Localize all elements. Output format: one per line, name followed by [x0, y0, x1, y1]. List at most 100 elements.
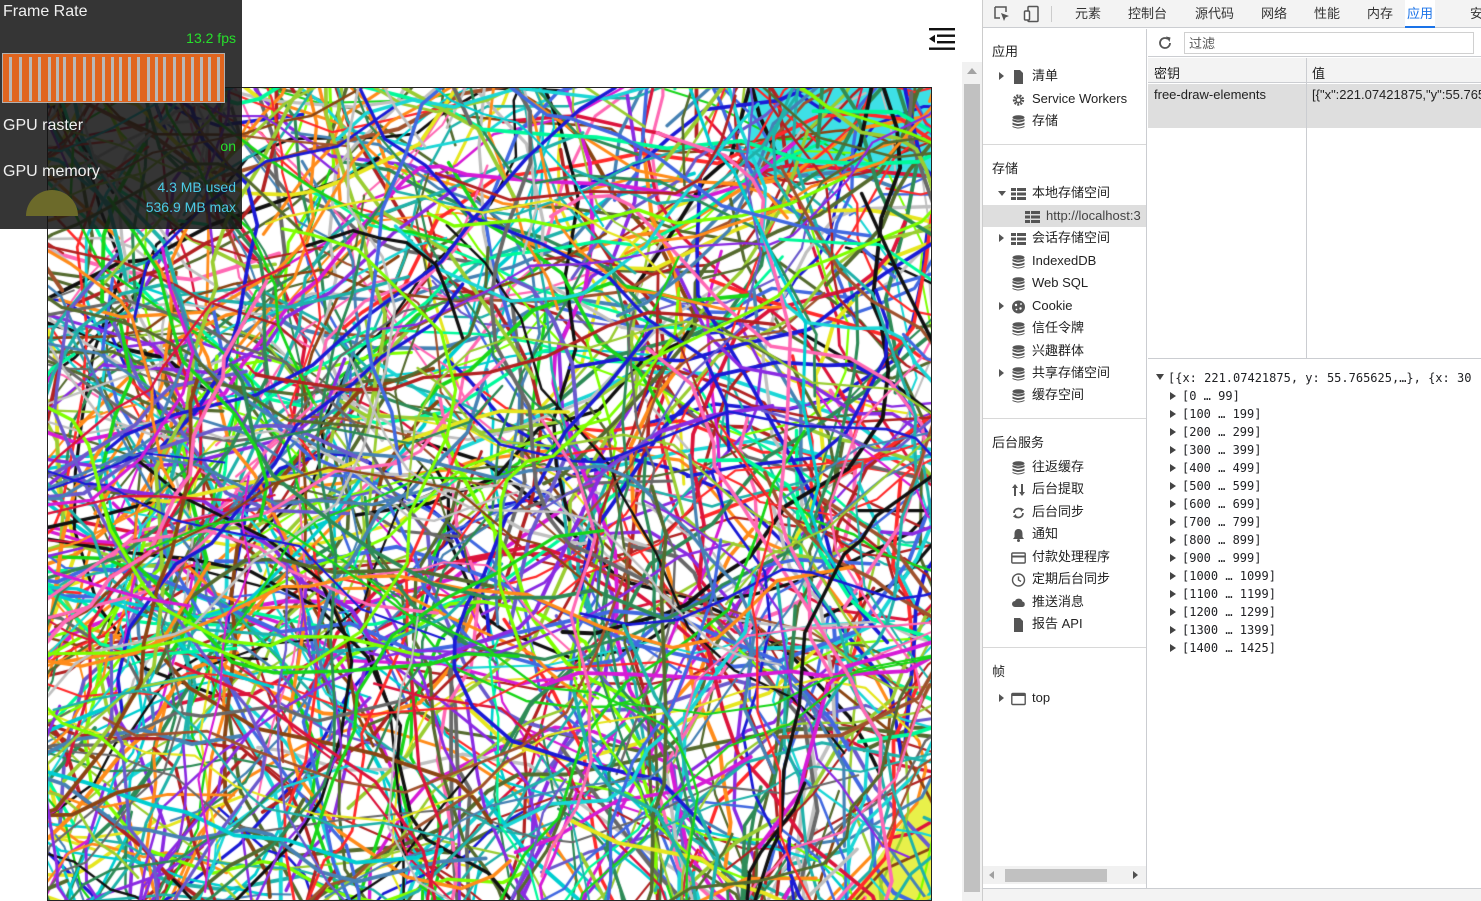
scrollbar-thumb[interactable]	[1005, 869, 1107, 882]
gpu-raster-label: GPU raster	[3, 117, 84, 134]
sidebar-item-storage-8[interactable]: 共享存储空间	[983, 362, 1146, 384]
expand-triangle-icon[interactable]	[1170, 536, 1176, 544]
sidebar-item-app-0[interactable]: 清单	[983, 65, 1146, 87]
expand-triangle-icon[interactable]	[1170, 392, 1176, 400]
expand-triangle-icon[interactable]	[1170, 464, 1176, 472]
sidebar-item-label: 往返缓存	[1032, 459, 1085, 474]
fps-bar	[83, 57, 86, 101]
expand-triangle-icon[interactable]	[1156, 374, 1164, 380]
inspect-element-icon[interactable]	[993, 5, 1011, 23]
fps-bar	[163, 57, 166, 101]
sidebar-item-frame-top[interactable]: top	[983, 687, 1146, 709]
tab-0[interactable]: 元素	[1075, 6, 1102, 21]
sidebar-item-app-1[interactable]: Service Workers	[983, 88, 1146, 110]
expand-triangle-icon[interactable]	[1170, 590, 1176, 598]
grid-icon	[1011, 186, 1026, 200]
sidebar-item-storage-7[interactable]: 兴趣群体	[983, 340, 1146, 362]
refresh-icon[interactable]	[1156, 34, 1174, 52]
expand-triangle-icon[interactable]	[1170, 554, 1176, 562]
preview-range-label: [500 … 599]	[1182, 479, 1262, 493]
scroll-right-arrow-icon[interactable]	[1133, 871, 1138, 879]
tab-7[interactable]: 安	[1470, 6, 1481, 21]
sidebar-item-label: http://localhost:3	[1046, 208, 1141, 223]
preview-range-label: [700 … 799]	[1182, 515, 1262, 529]
sidebar-item-storage-1[interactable]: http://localhost:3	[983, 205, 1146, 227]
fps-bar	[73, 57, 76, 101]
grid-icon	[1011, 231, 1026, 245]
database-icon	[1011, 254, 1026, 269]
fps-bar	[191, 57, 194, 101]
sidebar-item-bg-3[interactable]: 通知	[983, 523, 1146, 545]
fps-bar	[173, 57, 176, 101]
expand-triangle-icon[interactable]	[1170, 518, 1176, 526]
expand-triangle-icon[interactable]	[1170, 446, 1176, 454]
expand-triangle-icon[interactable]	[1170, 626, 1176, 634]
tab-1[interactable]: 控制台	[1128, 6, 1168, 21]
expand-right-icon[interactable]	[999, 302, 1004, 310]
sidebar-horizontal-scrollbar[interactable]	[983, 866, 1146, 884]
fps-bar	[155, 57, 158, 101]
sidebar-item-storage-3[interactable]: IndexedDB	[983, 250, 1146, 272]
sidebar-item-app-2[interactable]: 存储	[983, 110, 1146, 132]
sidebar-item-storage-2[interactable]: 会话存储空间	[983, 227, 1146, 249]
sidebar-item-label: 存储	[1032, 113, 1059, 128]
database-icon	[1011, 344, 1026, 359]
clock-icon	[1011, 572, 1026, 587]
expand-right-icon[interactable]	[999, 72, 1004, 80]
table-header: 密钥 值	[1148, 58, 1481, 83]
expand-triangle-icon[interactable]	[1170, 608, 1176, 616]
scroll-up-arrow-icon[interactable]	[967, 68, 977, 74]
fps-bar	[182, 57, 185, 101]
sidebar-item-bg-1[interactable]: 后台提取	[983, 478, 1146, 500]
fps-bar	[217, 57, 220, 101]
sidebar-item-label: 兴趣群体	[1032, 343, 1085, 358]
tab-6[interactable]: 应用	[1405, 0, 1436, 28]
expand-right-icon[interactable]	[999, 369, 1004, 377]
value-column-header[interactable]: 值	[1312, 66, 1326, 81]
preview-range-label: [1100 … 1199]	[1182, 587, 1276, 601]
sidebar-item-label: Cookie	[1032, 298, 1073, 313]
expand-right-icon[interactable]	[999, 694, 1004, 702]
tab-4[interactable]: 性能	[1314, 6, 1341, 21]
filter-input[interactable]	[1184, 32, 1474, 54]
sidebar-item-bg-5[interactable]: 定期后台同步	[983, 568, 1146, 590]
scroll-left-arrow-icon[interactable]	[989, 871, 994, 879]
page-vertical-scrollbar[interactable]	[962, 62, 982, 901]
tab-5[interactable]: 内存	[1367, 6, 1394, 21]
toolbar-divider	[1051, 6, 1052, 22]
expand-triangle-icon[interactable]	[1170, 572, 1176, 580]
sidebar-item-bg-7[interactable]: 报告 API	[983, 613, 1146, 635]
sidebar-item-storage-0[interactable]: 本地存储空间	[983, 182, 1146, 204]
sidebar-item-storage-9[interactable]: 缓存空间	[983, 384, 1146, 406]
key-column-header[interactable]: 密钥	[1154, 66, 1181, 81]
expand-triangle-icon[interactable]	[1170, 428, 1176, 436]
tab-3[interactable]: 网络	[1261, 6, 1288, 21]
expand-triangle-icon[interactable]	[1170, 644, 1176, 652]
sidebar-item-bg-0[interactable]: 往返缓存	[983, 456, 1146, 478]
expand-triangle-icon[interactable]	[1170, 500, 1176, 508]
sidebar-item-label: 信任令牌	[1032, 320, 1085, 335]
menu-collapse-icon[interactable]	[925, 24, 957, 54]
sidebar-item-bg-4[interactable]: 付款处理程序	[983, 546, 1146, 568]
expand-triangle-icon[interactable]	[1170, 482, 1176, 490]
sidebar-item-storage-5[interactable]: Cookie	[983, 295, 1146, 317]
table-row[interactable]: free-draw-elements [{"x":221.07421875,"y…	[1148, 84, 1481, 128]
expand-down-icon[interactable]	[998, 191, 1006, 196]
row-value: [{"x":221.07421875,"y":55.765	[1312, 87, 1481, 102]
sidebar-item-label: 付款处理程序	[1032, 549, 1111, 564]
column-divider[interactable]	[1306, 58, 1307, 358]
expand-right-icon[interactable]	[999, 234, 1004, 242]
sidebar-item-bg-2[interactable]: 后台同步	[983, 501, 1146, 523]
database-icon	[1011, 114, 1026, 129]
sidebar-item-storage-4[interactable]: Web SQL	[983, 272, 1146, 294]
preview-range-label: [100 … 199]	[1182, 407, 1262, 421]
device-toolbar-icon[interactable]	[1023, 5, 1041, 23]
fps-bar	[102, 57, 105, 101]
fps-bar	[208, 57, 211, 101]
gpu-raster-value: on	[220, 138, 236, 154]
sidebar-item-storage-6[interactable]: 信任令牌	[983, 317, 1146, 339]
tab-2[interactable]: 源代码	[1195, 6, 1235, 21]
scrollbar-thumb[interactable]	[964, 84, 980, 892]
expand-triangle-icon[interactable]	[1170, 410, 1176, 418]
sidebar-item-bg-6[interactable]: 推送消息	[983, 591, 1146, 613]
